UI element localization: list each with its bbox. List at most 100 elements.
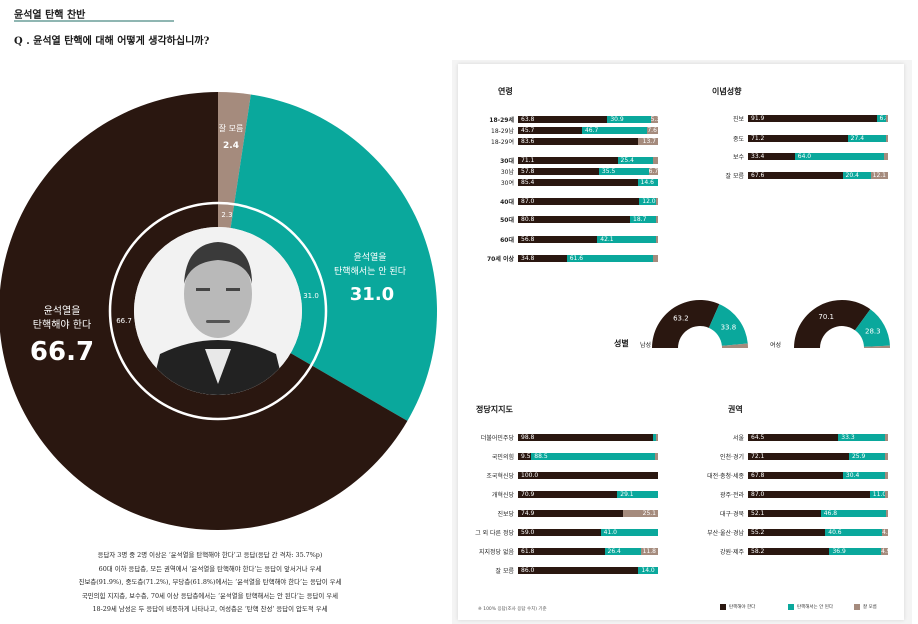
age-bar-segment: 85.4 <box>518 179 638 186</box>
party-row-label: 개혁신당 <box>491 492 514 499</box>
age-row-label: 50대 <box>500 217 514 224</box>
region-bar: 67.8 30.4 <box>748 472 888 479</box>
region-bar: 64.5 33.3 <box>748 434 888 441</box>
age-row-label: 40대 <box>500 199 514 206</box>
party-bar: 59.0 41.0 <box>518 529 658 536</box>
age-bar-segment <box>653 157 658 164</box>
legend-unsure: 잘 모름 <box>854 604 877 610</box>
ideology-bar-segment <box>884 153 888 160</box>
age-bar-segment <box>652 255 658 262</box>
party-bar-segment: 9.5 <box>518 453 532 460</box>
gauge-segment <box>863 345 890 348</box>
party-bar-segment <box>655 453 658 460</box>
impeach-label-line1: 윤석열을 <box>44 305 81 317</box>
unsure-label: 잘 모름 <box>219 124 244 133</box>
oppose-value: 31.0 <box>350 284 394 305</box>
age-bar-segment: 35.5 <box>598 168 649 175</box>
region-bar-segment <box>885 472 888 479</box>
party-title: 정당지지도 <box>476 405 513 414</box>
legend-impeach: 탄핵해야 한다 <box>720 604 755 610</box>
age-bar: 56.8 42.1 <box>518 236 658 243</box>
age-bar-segment: 12.0 <box>639 198 656 205</box>
ideology-title: 이념성향 <box>712 87 742 96</box>
caption: 응답자 3명 중 2명 이상은 ‘윤석열을 탄핵해야 한다’고 응답(응답 간 … <box>40 549 380 617</box>
region-bar-segment: 11.0 <box>869 491 886 498</box>
party-bar: 98.8 <box>518 434 658 441</box>
ideology-bar: 67.6 20.4 12.1 <box>748 172 888 179</box>
age-bar-segment <box>656 236 658 243</box>
header-rule <box>14 20 174 22</box>
region-bar: 87.0 11.0 <box>748 491 888 498</box>
gender-female-gauge: 70.1 28.3 <box>794 300 890 348</box>
portrait-image <box>134 227 302 395</box>
gauge-segment <box>854 309 890 347</box>
ideology-bar-segment: 12.1 <box>871 172 888 179</box>
gauge-value-label: 33.8 <box>721 324 737 332</box>
header-title: 윤석열 탄핵 찬반 <box>14 10 86 21</box>
region-bar-segment: 36.9 <box>829 548 882 555</box>
region-bar-segment: 46.8 <box>820 510 886 517</box>
ideology-row-label: 잘 모름 <box>725 173 744 180</box>
age-bar-segment: 46.7 <box>581 127 648 134</box>
question: Q . 윤석열 탄핵에 대해 어떻게 생각하십니까? <box>14 36 210 47</box>
party-bar: 86.0 14.0 <box>518 567 658 574</box>
party-row-label: 조국혁신당 <box>486 473 514 480</box>
age-row-label: 30여 <box>500 180 514 187</box>
impeach-label-line2: 탄핵해야 한다 <box>33 318 91 331</box>
age-bar-segment: 42.1 <box>597 236 656 243</box>
age-row-label: 18-29여 <box>491 139 514 146</box>
age-bar-segment: 56.8 <box>518 236 598 243</box>
age-bar-segment: 71.1 <box>518 157 618 164</box>
region-bar-segment <box>885 491 888 498</box>
region-row-label: 대전·충청·세종 <box>707 473 744 480</box>
caption-line: 국민의힘 지지층, 보수층, 70세 이상 응답층에서는 ‘윤석열을 탄핵해서는… <box>81 591 339 600</box>
region-bar-segment <box>886 510 888 517</box>
ideology-bar: 71.2 27.4 <box>748 135 888 142</box>
overall-donut-chart: 윤석열을 탄핵해야 한다 66.7 윤석열을 탄핵해서는 안 된다 31.0 잘… <box>0 92 437 530</box>
legend-unsure-label: 잘 모름 <box>863 605 877 610</box>
ideology-bar-segment: 20.4 <box>842 172 872 179</box>
age-bar-segment: 13.7 <box>638 138 658 145</box>
region-title: 권역 <box>728 405 743 414</box>
oppose-label-line1: 윤석열을 <box>353 252 386 263</box>
gauge-value-label: 63.2 <box>673 315 689 323</box>
legend-oppose: 탄핵해서는 안 된다 <box>788 604 833 610</box>
legend-swatch <box>720 604 726 610</box>
gauge-value-label: 70.1 <box>818 313 834 321</box>
region-bar-segment <box>885 453 888 460</box>
party-row-label: 잘 모름 <box>495 568 514 575</box>
gauge-segment <box>794 300 871 348</box>
caption-line: 60대 이하 응답층, 모든 권역에서 ‘윤석열을 탄핵해야 한다’는 응답이 … <box>98 564 322 573</box>
region-bar-segment: 30.4 <box>842 472 886 479</box>
gauge-segment <box>721 343 748 348</box>
impeach-value: 66.7 <box>30 337 94 367</box>
gauge-segment <box>708 304 748 346</box>
ideology-bar: 33.4 64.0 <box>748 153 888 160</box>
region-row-label: 인천·경기 <box>720 454 744 461</box>
region-bar-segment: 67.8 <box>748 472 843 479</box>
party-bar-segment: 26.4 <box>604 548 642 555</box>
age-bar: 63.830.95.3 <box>518 116 658 123</box>
region-row-label: 강원·제주 <box>720 549 744 556</box>
age-row-label: 30남 <box>500 169 514 176</box>
age-bar-segment: 80.8 <box>518 216 631 223</box>
age-bar-segment: 57.8 <box>518 168 599 175</box>
party-bar-segment: 61.8 <box>518 548 605 555</box>
ideology-bar-segment: 33.4 <box>748 153 795 160</box>
caption-line: 진보층(91.9%), 중도층(71.2%), 무당층(61.8%)에서는 ‘윤… <box>78 578 342 587</box>
party-bar-segment: 74.9 <box>518 510 623 517</box>
gauge-value-label: 28.3 <box>865 327 881 335</box>
party-bar: 9.5 88.5 <box>518 453 658 460</box>
region-row-label: 부산·울산·경남 <box>707 530 744 537</box>
ideology-bar-segment: 27.4 <box>847 135 886 142</box>
age-bar: 34.8 61.6 <box>518 255 658 262</box>
age-bar-segment: 45.7 <box>518 127 582 134</box>
gauge-segment <box>652 300 720 348</box>
age-bar-segment: 83.6 <box>518 138 639 145</box>
region-bar-segment: 4.9 <box>881 548 888 555</box>
legend-swatch <box>788 604 794 610</box>
ideology-row-label: 보수 <box>732 154 744 161</box>
party-bar-segment: 41.0 <box>600 529 658 536</box>
party-bar-segment: 14.0 <box>638 567 658 574</box>
legend-swatch <box>854 604 860 610</box>
